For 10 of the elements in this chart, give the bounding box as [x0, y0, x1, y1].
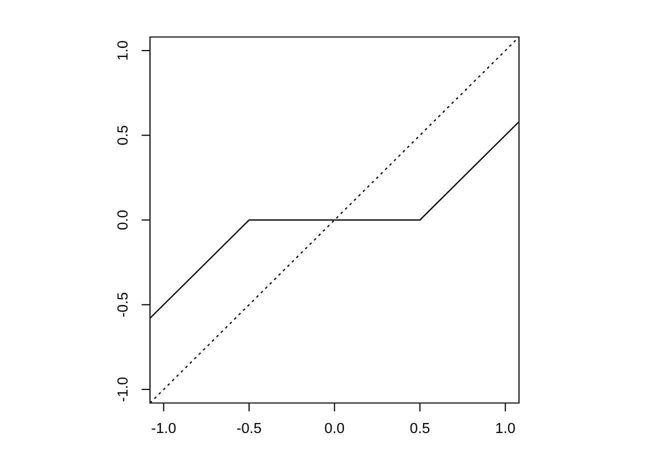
- x-tick-label: 0.5: [410, 422, 430, 434]
- x-tick-label: 1.0: [496, 422, 515, 434]
- x-tick-label: -1.0: [152, 422, 176, 434]
- x-tick-label: 0.0: [324, 422, 344, 434]
- y-tick-label: 0.0: [117, 210, 128, 230]
- y-tick-label: -1.0: [117, 377, 128, 402]
- y-tick-label: 0.5: [117, 126, 128, 145]
- y-tick-label: 1.0: [117, 40, 128, 60]
- x-tick-label: -0.5: [237, 422, 262, 434]
- y-tick-label: -0.5: [117, 292, 128, 317]
